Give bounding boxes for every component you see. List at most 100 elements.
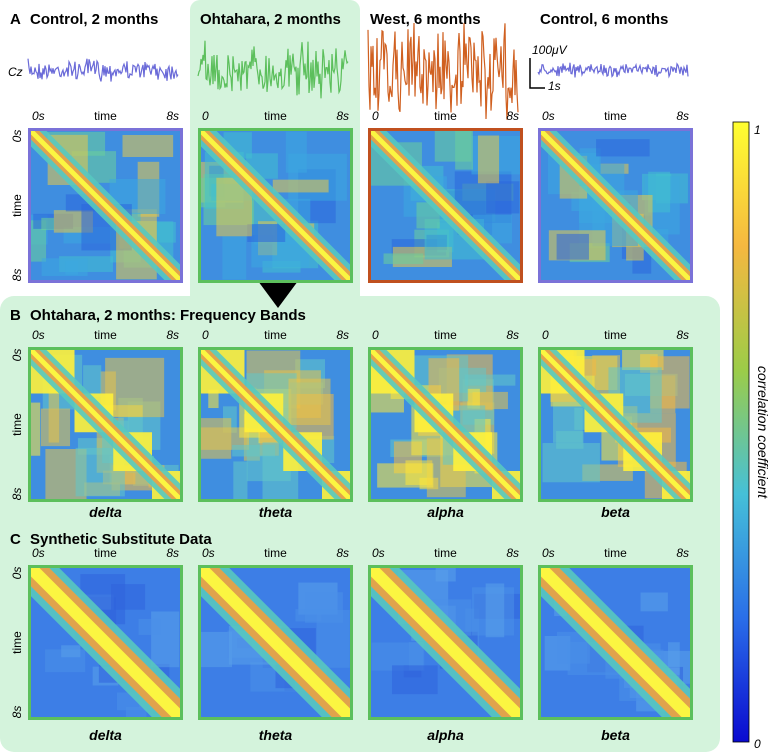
eeg-trace (537, 62, 689, 79)
heatmap-border (368, 347, 523, 502)
heatmap-patch (596, 139, 650, 157)
heatmap-patch (542, 443, 600, 483)
heatmap-border (198, 128, 353, 283)
x-axis-label: time (94, 546, 117, 560)
heatmap-border (538, 565, 693, 720)
heatmap-patch (377, 463, 434, 488)
heatmap-patch (122, 135, 174, 157)
heatmap-border (198, 347, 353, 502)
heatmap (538, 347, 693, 502)
heatmap-patch (65, 260, 79, 275)
column-title: Control, 6 months (540, 11, 668, 28)
channel-label: Cz (8, 65, 23, 79)
scale-amplitude: 100μV (532, 43, 568, 57)
x-axis-label: time (604, 546, 627, 560)
x-axis-start: 0 (202, 328, 209, 342)
y-axis-start: 0s (10, 567, 24, 580)
x-axis-label: time (434, 109, 457, 123)
heatmap-patch (316, 609, 350, 668)
band-name: theta (259, 504, 293, 520)
y-axis-end: 8s (10, 706, 24, 719)
diagonal (198, 347, 353, 502)
x-axis-label: time (264, 546, 287, 560)
scale-bar (529, 58, 545, 89)
y-axis-mid: time (10, 631, 24, 654)
heatmap-border (538, 347, 693, 502)
x-axis-end: 8s (336, 109, 349, 123)
heatmap-border (538, 128, 693, 283)
x-axis-end: 8s (166, 109, 179, 123)
heatmap-patch (30, 220, 47, 262)
column-title: Control, 2 months (30, 11, 158, 28)
x-axis-end: 8s (336, 328, 349, 342)
heatmap-patch (105, 357, 165, 418)
heatmap-patch (477, 135, 500, 184)
heatmap (198, 565, 353, 720)
x-axis-label: time (604, 109, 627, 123)
y-axis-start: 0s (10, 130, 24, 143)
x-axis-start: 0 (372, 109, 379, 123)
diagonal (28, 347, 183, 502)
heatmap-patch (233, 461, 248, 501)
heatmap-patch (553, 401, 583, 443)
heatmap-border (198, 565, 353, 720)
heatmap-patch (41, 217, 55, 231)
content: A Cz Control, 2 months 0s time 8s Ohtahara, 2 … (8, 11, 770, 751)
heatmap-patch (138, 618, 161, 635)
x-axis-label: time (434, 546, 457, 560)
colorbar (732, 121, 750, 743)
diagonal (28, 128, 183, 283)
diagonal (368, 347, 523, 502)
heatmap-patch (464, 374, 516, 386)
colorbar-label: correlation coefficient (755, 366, 770, 499)
band-name: delta (89, 504, 122, 520)
heatmap-border (28, 565, 183, 720)
heatmap-patch (383, 253, 424, 264)
y-axis-end: 8s (10, 269, 24, 282)
band-name: beta (601, 504, 630, 520)
heatmap-patch (485, 583, 505, 638)
x-axis-start: 0s (32, 546, 45, 560)
band-name: alpha (427, 727, 464, 743)
x-axis-label: time (264, 328, 287, 342)
x-axis-start: 0s (542, 546, 555, 560)
colorbar-min: 0 (754, 737, 761, 751)
heatmap-patch (640, 592, 668, 612)
heatmap-patch (40, 408, 71, 447)
heatmap (368, 128, 523, 283)
heatmap-patch (200, 631, 233, 668)
panel-title: Synthetic Substitute Data (30, 531, 212, 548)
heatmap (368, 347, 523, 502)
y-axis-end: 8s (10, 488, 24, 501)
x-axis-end: 8s (506, 546, 519, 560)
x-axis-label: time (434, 328, 457, 342)
arrow (258, 281, 298, 308)
heatmap-patch (208, 389, 219, 409)
x-axis-start: 0s (542, 109, 555, 123)
heatmap (28, 128, 183, 283)
diagonal (538, 128, 693, 283)
heatmap-patch (408, 642, 425, 671)
y-axis-mid: time (10, 194, 24, 217)
x-axis-end: 8s (506, 328, 519, 342)
band-name: beta (601, 727, 630, 743)
heatmap (538, 128, 693, 283)
band-name: alpha (427, 504, 464, 520)
heatmap-patch (288, 378, 331, 426)
panel-label: B (10, 307, 21, 324)
heatmap-patch (41, 258, 88, 276)
band-name: theta (259, 727, 293, 743)
colorbar-max: 1 (754, 123, 761, 137)
heatmap-border (28, 128, 183, 283)
x-axis-end: 8s (676, 109, 689, 123)
x-axis-start: 0s (202, 546, 215, 560)
panel-label: C (10, 531, 21, 548)
heatmap-patch (61, 645, 81, 658)
heatmap-patch (467, 388, 480, 409)
heatmap (28, 565, 183, 720)
eeg-trace (197, 40, 349, 99)
column-title: West, 6 months (370, 11, 481, 28)
x-axis-end: 8s (676, 546, 689, 560)
x-axis-label: time (94, 109, 117, 123)
